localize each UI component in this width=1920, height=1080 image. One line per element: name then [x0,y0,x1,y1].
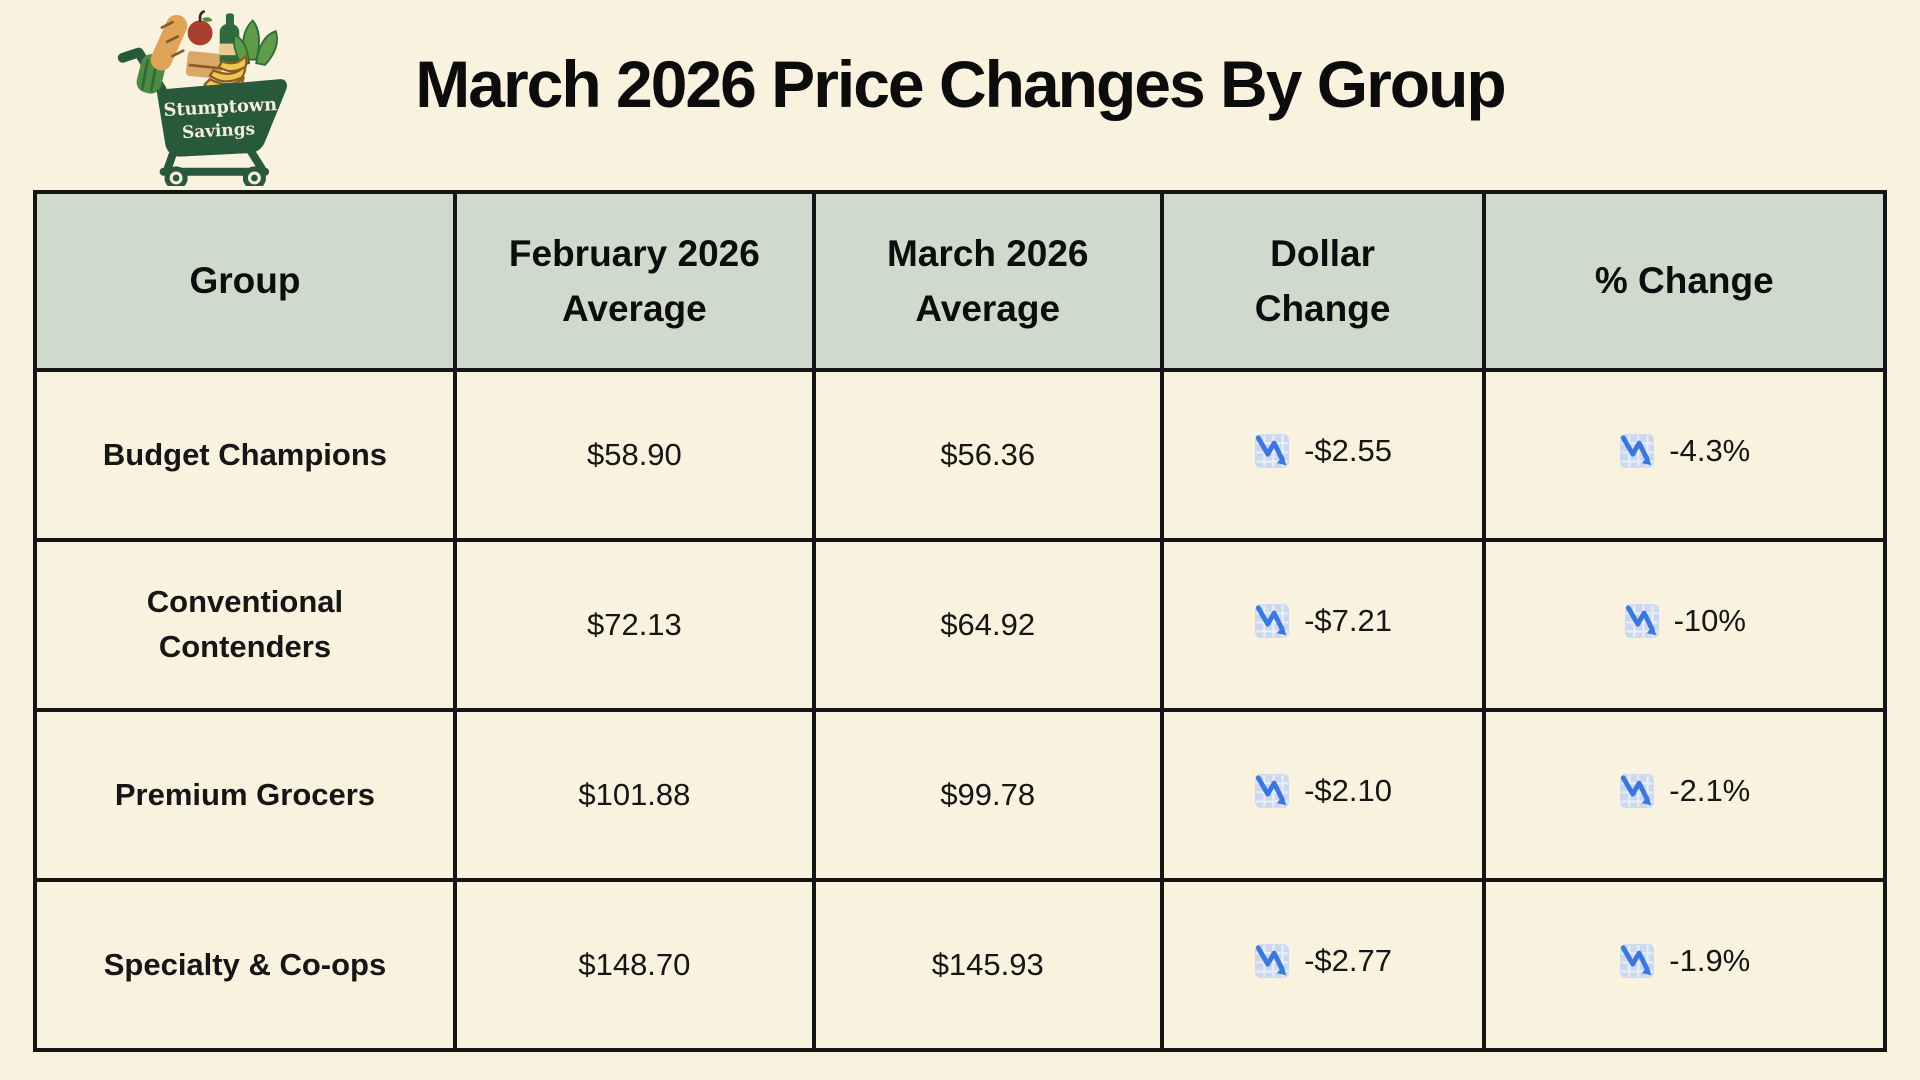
pct-change-value: -1.9% [1669,943,1751,978]
dollar-change-cell: -$2.55 [1159,368,1486,542]
pct-change-cell: -4.3% [1481,368,1888,542]
col-header-dollar-change: Dollar Change [1159,190,1486,372]
logo-text-line2: Savings [181,118,255,142]
feb-average-cell: $72.13 [452,538,816,712]
mar-average-cell: $56.36 [811,368,1164,542]
mar-average-cell: $64.92 [811,538,1164,712]
chart-decreasing-icon [1253,602,1291,640]
pct-change-cell: -1.9% [1481,878,1888,1052]
header-area: Stumptown Savings March 2026 Price Chang… [0,0,1920,190]
group-cell: Conventional Contenders [33,538,457,712]
mar-average-cell: $99.78 [811,708,1164,882]
chart-decreasing-icon [1623,602,1661,640]
mar-average-cell: $145.93 [811,878,1164,1052]
chart-decreasing-icon [1253,772,1291,810]
feb-average-cell: $101.88 [452,708,816,882]
dollar-change-value: -$2.55 [1304,433,1393,468]
cart-wheels [164,166,266,186]
group-cell: Budget Champions [33,368,457,542]
pct-change-value: -10% [1673,603,1746,638]
col-header-pct-change: % Change [1481,190,1888,372]
dollar-change-value: -$2.77 [1304,943,1393,978]
page-title: March 2026 Price Changes By Group [415,47,1506,121]
groceries-illustration [136,10,278,94]
col-header-mar-average: March 2026 Average [811,190,1164,372]
chart-decreasing-icon [1618,772,1656,810]
chart-decreasing-icon [1253,942,1291,980]
table-row: Specialty & Co-ops $148.70 $145.93 -$2.7… [33,878,1888,1052]
pct-change-cell: -10% [1481,538,1888,712]
price-changes-table: Group February 2026 Average March 2026 A… [33,190,1888,1052]
feb-average-cell: $148.70 [452,878,816,1052]
pct-change-value: -2.1% [1669,773,1751,808]
group-cell: Premium Grocers [33,708,457,882]
col-header-group: Group [33,190,457,372]
feb-average-cell: $58.90 [452,368,816,542]
chart-decreasing-icon [1253,432,1291,470]
table-row: Conventional Contenders $72.13 $64.92 -$… [33,538,1888,712]
chart-decreasing-icon [1618,432,1656,470]
stumptown-savings-logo: Stumptown Savings [117,10,287,186]
table-row: Premium Grocers $101.88 $99.78 -$2.10 -2… [33,708,1888,882]
pct-change-cell: -2.1% [1481,708,1888,882]
dollar-change-value: -$2.10 [1304,773,1393,808]
dollar-change-cell: -$2.77 [1159,878,1486,1052]
chart-decreasing-icon [1618,942,1656,980]
pct-change-value: -4.3% [1669,433,1751,468]
col-header-feb-average: February 2026 Average [452,190,816,372]
cart-basket [156,79,287,157]
dollar-change-value: -$7.21 [1304,603,1393,638]
dollar-change-cell: -$2.10 [1159,708,1486,882]
group-cell: Specialty & Co-ops [33,878,457,1052]
dollar-change-cell: -$7.21 [1159,538,1486,712]
table-row: Budget Champions $58.90 $56.36 -$2.55 -4… [33,368,1888,542]
header-row: Group February 2026 Average March 2026 A… [33,190,1888,372]
